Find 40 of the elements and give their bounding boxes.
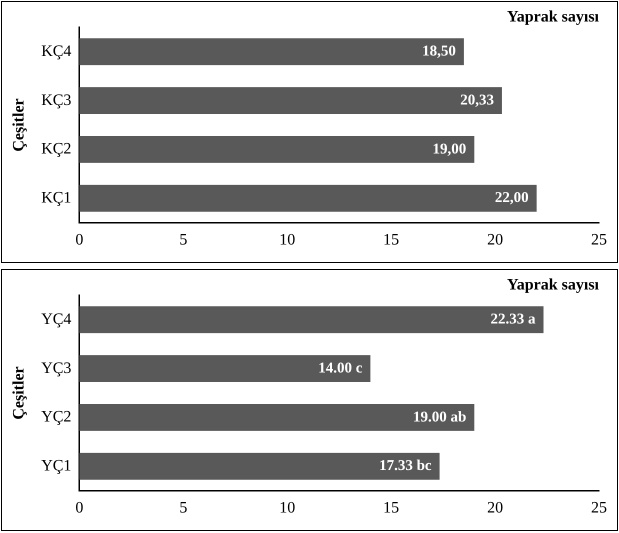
bar — [79, 87, 502, 114]
data-label: 20,33 — [460, 92, 494, 108]
y-tick-label: YÇ3 — [41, 360, 72, 377]
x-tick-label: 20 — [487, 232, 504, 249]
x-tick-label: 10 — [279, 500, 296, 517]
bar — [79, 404, 474, 431]
chart-title: Yaprak sayısı — [506, 8, 600, 26]
data-label: 18,50 — [422, 44, 456, 60]
x-tick-label: 0 — [75, 500, 84, 517]
data-label: 22,00 — [494, 190, 529, 206]
data-label: 17.33 bc — [379, 458, 432, 474]
bar — [79, 184, 537, 212]
x-tick-label: 25 — [591, 500, 607, 517]
bar — [79, 452, 440, 480]
data-label: 19,00 — [432, 141, 466, 158]
y-tick-label: YÇ2 — [41, 408, 72, 426]
y-tick-label: KÇ4 — [41, 42, 72, 60]
y-tick-label: YÇ1 — [41, 458, 72, 475]
x-tick-label: 15 — [383, 500, 400, 517]
x-tick-label: 20 — [487, 500, 504, 517]
x-tick-label: 5 — [179, 500, 188, 517]
data-label: 19.00 ab — [412, 409, 466, 426]
y-tick-label: YÇ4 — [41, 310, 72, 328]
bar — [79, 136, 474, 163]
chart-title: Yaprak sayısı — [506, 276, 600, 294]
x-tick-label: 5 — [179, 232, 188, 249]
x-tick-label: 10 — [279, 232, 296, 249]
data-label: 22.33 a — [490, 312, 536, 328]
x-tick-label: 25 — [591, 232, 607, 249]
data-label: 14.00 c — [318, 360, 363, 376]
bar — [79, 38, 464, 66]
x-tick-label: 15 — [383, 232, 400, 249]
bar — [79, 306, 544, 334]
y-axis-title: Çeşitler — [10, 366, 28, 420]
y-tick-label: KÇ2 — [41, 140, 72, 158]
x-tick-label: 0 — [75, 232, 84, 249]
y-tick-label: KÇ3 — [41, 92, 72, 109]
bar — [79, 355, 370, 382]
y-tick-label: KÇ1 — [41, 190, 72, 207]
y-axis-title: Çeşitler — [10, 98, 28, 152]
